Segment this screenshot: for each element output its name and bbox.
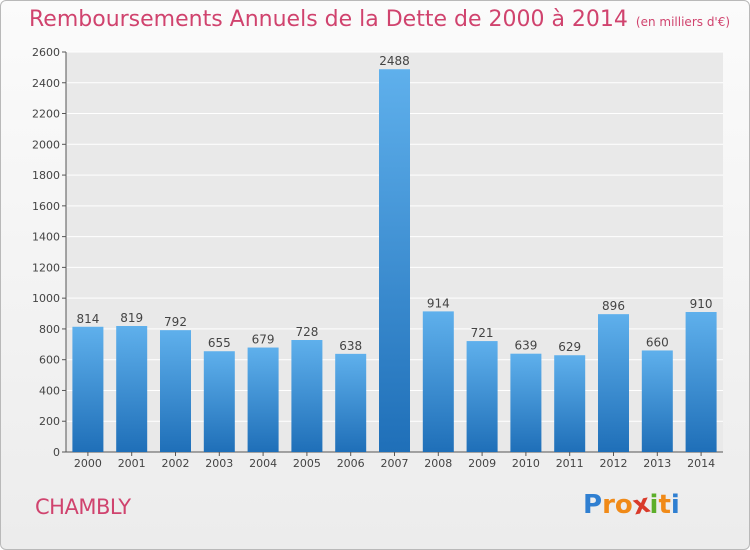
bar-value-label-2009: 721: [471, 326, 494, 340]
proxiti-logo: Proxiti: [583, 489, 680, 522]
bar-2013: [641, 350, 673, 452]
bar-2011: [554, 355, 586, 452]
x-tick-label-2013: 2013: [643, 457, 671, 470]
y-tick-label-2200: 2200: [32, 108, 60, 121]
bar-value-label-2012: 896: [602, 299, 625, 313]
bar-2000: [72, 326, 104, 452]
logo-letter: r: [602, 490, 615, 520]
bar-value-label-2013: 660: [646, 335, 669, 349]
x-tick-label-2001: 2001: [118, 457, 146, 470]
y-tick-label-200: 200: [39, 415, 60, 428]
x-tick-label-2003: 2003: [205, 457, 233, 470]
bar-value-label-2001: 819: [120, 311, 143, 325]
bar-value-label-2005: 728: [295, 325, 318, 339]
x-tick-label-2008: 2008: [424, 457, 452, 470]
logo-letter: t: [658, 490, 671, 520]
bar-2006: [335, 353, 367, 452]
y-tick-label-600: 600: [39, 354, 60, 367]
city-name: CHAMBLY: [35, 495, 131, 519]
bar-2005: [291, 340, 323, 452]
chart-unit-label: (en milliers d'€): [635, 15, 731, 29]
y-tick-label-2600: 2600: [32, 46, 60, 59]
x-tick-label-2007: 2007: [381, 457, 409, 470]
y-tick-label-1800: 1800: [32, 169, 60, 182]
bar-chart: 0 200 400 600 800 1000 1200 1400 1600 1800 2000 220…: [32, 46, 723, 470]
chart-title-text: Remboursements Annuels de la Dette de 20…: [29, 7, 628, 32]
bar-2004: [247, 347, 279, 452]
y-tick-label-800: 800: [39, 323, 60, 336]
bar-value-label-2008: 914: [427, 296, 450, 310]
y-tick-label-1400: 1400: [32, 231, 60, 244]
y-tick-label-2400: 2400: [32, 77, 60, 90]
y-tick-label-0: 0: [53, 446, 60, 459]
y-tick-label-1000: 1000: [32, 292, 60, 305]
logo-letter: P: [583, 490, 603, 520]
bar-value-label-2014: 910: [690, 297, 713, 311]
bar-value-label-2010: 639: [514, 339, 537, 353]
bar-2002: [160, 330, 191, 452]
chart-title: Remboursements Annuels de la Dette de 20…: [29, 7, 730, 32]
logo-letter: o: [614, 490, 633, 520]
bar-value-label-2002: 792: [164, 315, 187, 329]
x-tick-label-2014: 2014: [687, 457, 715, 470]
bar-value-label-2000: 814: [76, 312, 99, 326]
bar-2009: [466, 341, 498, 452]
bar-value-label-2004: 679: [252, 333, 275, 347]
bar-value-label-2011: 629: [558, 340, 581, 354]
bar-2007: [379, 69, 410, 452]
bar-value-label-2006: 638: [339, 339, 362, 353]
y-tick-label-2000: 2000: [32, 138, 60, 151]
bar-2012: [598, 314, 629, 452]
bar-value-label-2003: 655: [208, 336, 231, 350]
bar-2014: [685, 312, 717, 452]
logo-letter: i: [670, 490, 680, 520]
x-tick-label-2009: 2009: [468, 457, 496, 470]
x-tick-label-2010: 2010: [512, 457, 540, 470]
x-tick-label-2000: 2000: [74, 457, 102, 470]
x-tick-label-2004: 2004: [249, 457, 277, 470]
y-tick-label-1600: 1600: [32, 200, 60, 213]
x-tick-label-2012: 2012: [600, 457, 628, 470]
y-tick-label-400: 400: [39, 384, 60, 397]
logo-letter: i: [649, 490, 659, 520]
x-tick-label-2006: 2006: [337, 457, 365, 470]
x-tick-label-2002: 2002: [162, 457, 190, 470]
bar-2008: [422, 311, 454, 452]
x-tick-label-2005: 2005: [293, 457, 321, 470]
y-tick-label-1200: 1200: [32, 261, 60, 274]
bar-2003: [203, 351, 235, 452]
bar-value-label-2007: 2488: [379, 54, 410, 68]
bar-2001: [116, 326, 148, 452]
bar-2010: [510, 353, 542, 452]
x-tick-label-2011: 2011: [556, 457, 584, 470]
